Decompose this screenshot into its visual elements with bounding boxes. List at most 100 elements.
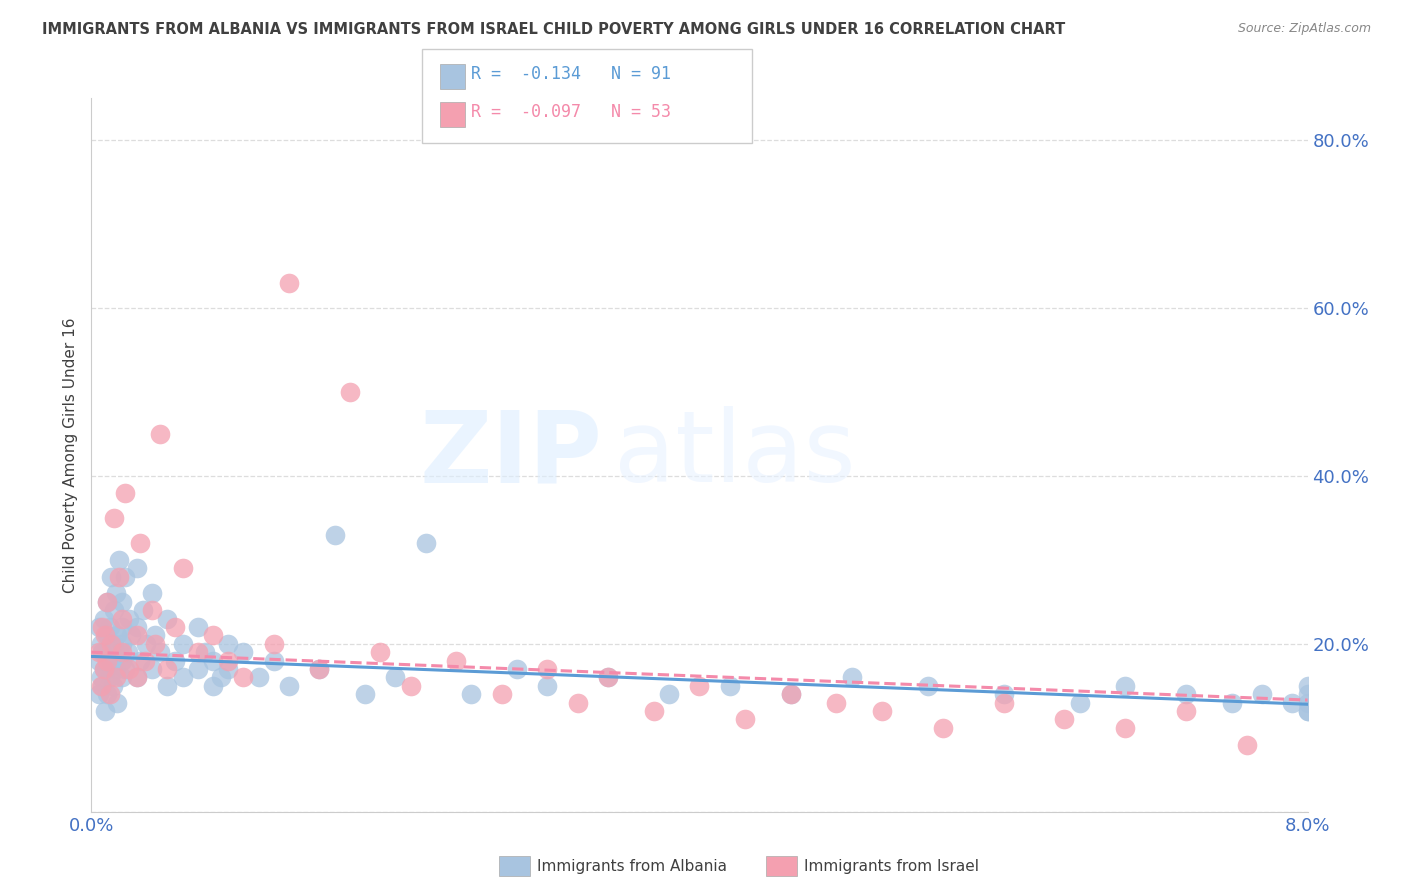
Point	[114, 662, 136, 676]
Point	[1296, 679, 1319, 693]
Point	[263, 637, 285, 651]
Point	[156, 679, 179, 693]
Point	[1296, 704, 1319, 718]
Point	[129, 536, 152, 550]
Point	[101, 679, 124, 693]
Point	[91, 679, 114, 693]
Text: IMMIGRANTS FROM ALBANIA VS IMMIGRANTS FROM ISRAEL CHILD POVERTY AMONG GIRLS UNDE: IMMIGRANTS FROM ALBANIA VS IMMIGRANTS FR…	[42, 22, 1066, 37]
Point	[598, 670, 620, 684]
Point	[107, 645, 129, 659]
Point	[1296, 696, 1319, 710]
Point	[217, 637, 239, 651]
Point	[89, 670, 111, 684]
Point	[536, 662, 558, 676]
Point	[114, 569, 136, 583]
Point	[96, 645, 118, 659]
Point	[89, 679, 111, 693]
Point	[96, 662, 118, 676]
Point	[643, 704, 665, 718]
Point	[149, 645, 172, 659]
Point	[125, 670, 148, 684]
Point	[308, 662, 330, 676]
Point	[87, 687, 110, 701]
Point	[354, 687, 377, 701]
Point	[149, 426, 172, 441]
Point	[117, 645, 139, 659]
Point	[87, 645, 110, 659]
Point	[104, 670, 127, 684]
Point	[96, 654, 118, 668]
Point	[323, 527, 346, 541]
Point	[1114, 679, 1136, 693]
Point	[841, 670, 863, 684]
Point	[658, 687, 681, 701]
Point	[172, 561, 194, 575]
Point	[491, 687, 513, 701]
Point	[779, 687, 801, 701]
Point	[125, 628, 148, 642]
Point	[96, 595, 118, 609]
Point	[232, 670, 254, 684]
Point	[444, 654, 467, 668]
Point	[104, 662, 127, 676]
Point	[688, 679, 710, 693]
Point	[125, 670, 148, 684]
Point	[1296, 704, 1319, 718]
Point	[202, 654, 225, 668]
Point	[870, 704, 893, 718]
Point	[567, 696, 589, 710]
Point	[141, 662, 163, 676]
Point	[779, 687, 801, 701]
Point	[94, 628, 117, 642]
Point	[87, 654, 110, 668]
Point	[111, 595, 134, 609]
Point	[103, 511, 125, 525]
Point	[103, 637, 125, 651]
Y-axis label: Child Poverty Among Girls Under 16: Child Poverty Among Girls Under 16	[63, 318, 79, 592]
Point	[120, 628, 142, 642]
Point	[232, 645, 254, 659]
Point	[1251, 687, 1274, 701]
Point	[118, 662, 141, 676]
Point	[143, 628, 166, 642]
Point	[93, 612, 115, 626]
Point	[368, 645, 391, 659]
Point	[103, 603, 125, 617]
Point	[217, 662, 239, 676]
Point	[718, 679, 741, 693]
Point	[278, 276, 301, 290]
Point	[111, 637, 134, 651]
Point	[460, 687, 482, 701]
Point	[141, 603, 163, 617]
Point	[134, 654, 156, 668]
Point	[163, 620, 186, 634]
Point	[91, 645, 114, 659]
Point	[1174, 704, 1197, 718]
Point	[111, 612, 134, 626]
Point	[1281, 696, 1303, 710]
Point	[598, 670, 620, 684]
Point	[1174, 687, 1197, 701]
Point	[993, 696, 1015, 710]
Point	[87, 620, 110, 634]
Point	[105, 696, 128, 710]
Point	[98, 620, 121, 634]
Text: R =  -0.134   N = 91: R = -0.134 N = 91	[471, 65, 671, 83]
Point	[98, 670, 121, 684]
Point	[339, 384, 361, 399]
Point	[1114, 721, 1136, 735]
Point	[172, 637, 194, 651]
Point	[111, 620, 134, 634]
Point	[94, 704, 117, 718]
Point	[263, 654, 285, 668]
Point	[308, 662, 330, 676]
Point	[415, 536, 437, 550]
Point	[93, 662, 115, 676]
Point	[825, 696, 848, 710]
Point	[132, 603, 155, 617]
Point	[96, 628, 118, 642]
Point	[114, 485, 136, 500]
Point	[1296, 687, 1319, 701]
Point	[163, 654, 186, 668]
Point	[917, 679, 939, 693]
